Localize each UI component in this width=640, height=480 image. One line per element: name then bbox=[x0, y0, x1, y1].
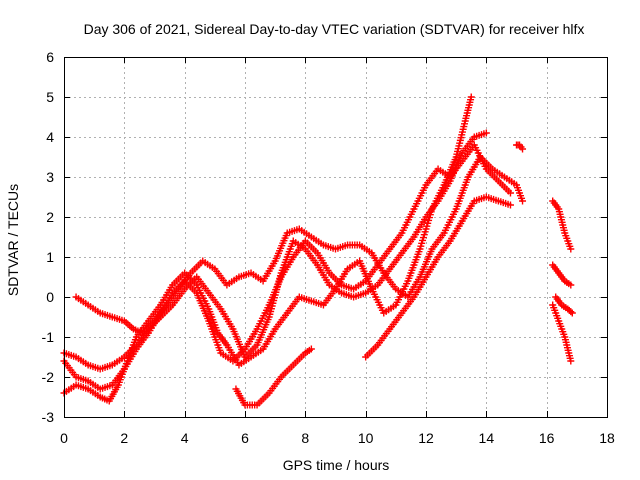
data-point bbox=[519, 145, 527, 153]
data-point bbox=[567, 308, 575, 316]
x-tick-label: 4 bbox=[181, 430, 189, 446]
data-point bbox=[567, 357, 575, 365]
data-point bbox=[567, 281, 575, 289]
y-tick-label: 5 bbox=[46, 89, 54, 105]
data-point bbox=[467, 93, 475, 101]
grid-layer bbox=[64, 57, 607, 417]
x-tick-label: 0 bbox=[60, 430, 68, 446]
y-tick-label: 4 bbox=[46, 129, 54, 145]
y-tick-label: 2 bbox=[46, 209, 54, 225]
data-point bbox=[506, 201, 514, 209]
data-point bbox=[307, 345, 315, 353]
x-tick-label: 6 bbox=[241, 430, 249, 446]
y-tick-label: -3 bbox=[42, 409, 55, 425]
y-tick-label: 0 bbox=[46, 289, 54, 305]
x-tick-label: 12 bbox=[418, 430, 434, 446]
x-tick-label: 2 bbox=[120, 430, 128, 446]
data-point bbox=[567, 245, 575, 253]
x-tick-label: 10 bbox=[358, 430, 374, 446]
data-point bbox=[506, 189, 514, 197]
ticks-layer bbox=[64, 57, 608, 418]
y-tick-label: 6 bbox=[46, 49, 54, 65]
x-tick-label: 16 bbox=[539, 430, 555, 446]
x-tick-label: 14 bbox=[479, 430, 495, 446]
data-point bbox=[482, 129, 490, 137]
y-tick-labels: -3 -2 -1 0 1 2 3 4 5 6 bbox=[42, 49, 55, 425]
x-tick-label: 8 bbox=[301, 430, 309, 446]
plot-frame bbox=[64, 57, 608, 418]
y-tick-label: -2 bbox=[42, 369, 55, 385]
data-point bbox=[519, 197, 527, 205]
y-tick-label: 3 bbox=[46, 169, 54, 185]
x-axis-label: GPS time / hours bbox=[283, 457, 390, 473]
y-tick-label: 1 bbox=[46, 249, 54, 265]
data-point bbox=[568, 309, 576, 317]
x-tick-labels: 0 2 4 6 8 10 12 14 16 18 bbox=[60, 430, 615, 446]
data-points-layer bbox=[60, 93, 576, 409]
chart-title: Day 306 of 2021, Sidereal Day-to-day VTE… bbox=[84, 21, 585, 37]
x-tick-label: 18 bbox=[599, 430, 615, 446]
y-tick-label: -1 bbox=[42, 329, 55, 345]
y-axis-label: SDTVAR / TECUs bbox=[5, 184, 21, 296]
